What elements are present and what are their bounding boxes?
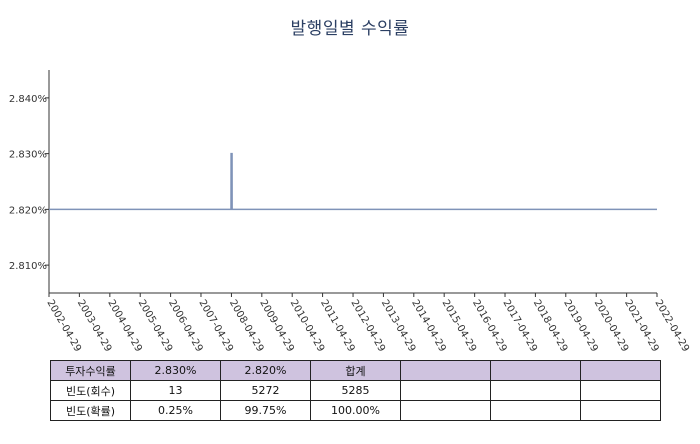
chart-title: 발행일별 수익률 — [290, 19, 410, 39]
table-header-row: 투자수익률 2.830% 2.820% 합계 — [50, 360, 661, 381]
table-cell: 2.820% — [220, 360, 311, 381]
frequency-table: 투자수익률 2.830% 2.820% 합계 빈도(회수) 13 5272 5285 빈도(확률… — [50, 360, 661, 421]
y-tick-label: 2.840% — [9, 94, 47, 105]
table-cell — [400, 360, 491, 381]
table-cell: 99.75% — [220, 400, 311, 421]
table-cell — [490, 360, 581, 381]
table-cell — [490, 400, 581, 421]
table-cell: 13 — [130, 380, 221, 401]
table-cell: 2.830% — [130, 360, 221, 381]
table-cell — [490, 380, 581, 401]
table-cell — [580, 360, 661, 381]
row-label-cell: 빈도(확률) — [50, 400, 131, 421]
table-cell — [580, 380, 661, 401]
table-cell: 5285 — [310, 380, 401, 401]
table-cell: 5272 — [220, 380, 311, 401]
table-cell: 0.25% — [130, 400, 221, 421]
y-tick-label: 2.820% — [9, 205, 47, 216]
series-line — [49, 152, 657, 211]
line-chart: 2.840%2.830%2.820%2.810%2002-04-292003-0… — [9, 70, 691, 354]
table-row: 빈도(회수) 13 5272 5285 — [50, 380, 661, 401]
y-tick-label: 2.830% — [9, 150, 47, 161]
table-row: 빈도(확률) 0.25% 99.75% 100.00% — [50, 400, 661, 421]
y-tick-label: 2.810% — [9, 261, 47, 272]
table-cell — [400, 400, 491, 421]
table-cell — [400, 380, 491, 401]
table-cell: 합계 — [310, 360, 401, 381]
table-cell: 100.00% — [310, 400, 401, 421]
row-label-cell: 투자수익률 — [50, 360, 131, 381]
table-cell — [580, 400, 661, 421]
row-label-cell: 빈도(회수) — [50, 380, 131, 401]
